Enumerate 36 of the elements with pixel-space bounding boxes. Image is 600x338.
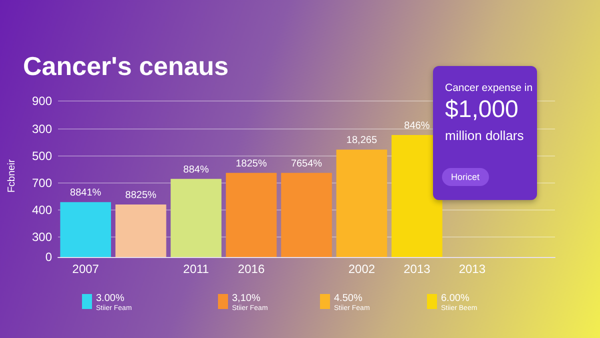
text: 3,10% bbox=[232, 293, 260, 304]
info-card: Cancer expense in $1,000 million dollars Horicet bbox=[433, 66, 537, 200]
bar bbox=[226, 172, 277, 257]
bar bbox=[392, 135, 442, 257]
bar bbox=[281, 172, 332, 257]
text: 700 bbox=[32, 176, 52, 190]
annotation: Horicet bbox=[442, 168, 489, 186]
x-tick-label: 2016 bbox=[238, 262, 265, 276]
bar bbox=[170, 178, 222, 257]
text: 400 bbox=[32, 203, 52, 217]
text: 300 bbox=[32, 122, 52, 136]
x-tick-label: 2011 bbox=[183, 262, 210, 276]
annotation: million dollars bbox=[445, 128, 524, 143]
x-tick-label: 2007 bbox=[72, 262, 100, 276]
annotation: 1825% bbox=[236, 158, 267, 170]
x-tick-label: 2013 bbox=[404, 262, 431, 276]
y-axis-title: Fcbneir bbox=[6, 158, 18, 193]
text: 500 bbox=[32, 149, 52, 163]
text: 0 bbox=[45, 250, 52, 264]
text: 4.50% bbox=[334, 293, 362, 304]
text: 846% bbox=[404, 120, 430, 132]
annotation: 8841% bbox=[70, 188, 102, 199]
annotation: 8825% bbox=[125, 190, 157, 202]
text: 900 bbox=[32, 94, 52, 108]
bar bbox=[60, 202, 112, 257]
bar bbox=[336, 150, 388, 257]
x-tick-label: 2013 bbox=[458, 262, 486, 276]
bar bbox=[115, 204, 166, 257]
text: 6.00% bbox=[441, 293, 470, 304]
annotation: 884% bbox=[183, 164, 209, 176]
annotation: 18,265 bbox=[346, 135, 378, 146]
text: 300 bbox=[32, 230, 52, 244]
text: 3.00% bbox=[96, 293, 124, 304]
chart-title: Cancer's cenaus bbox=[23, 51, 229, 81]
annotation: 7654% bbox=[290, 158, 322, 170]
x-tick-label: 2002 bbox=[348, 262, 376, 276]
